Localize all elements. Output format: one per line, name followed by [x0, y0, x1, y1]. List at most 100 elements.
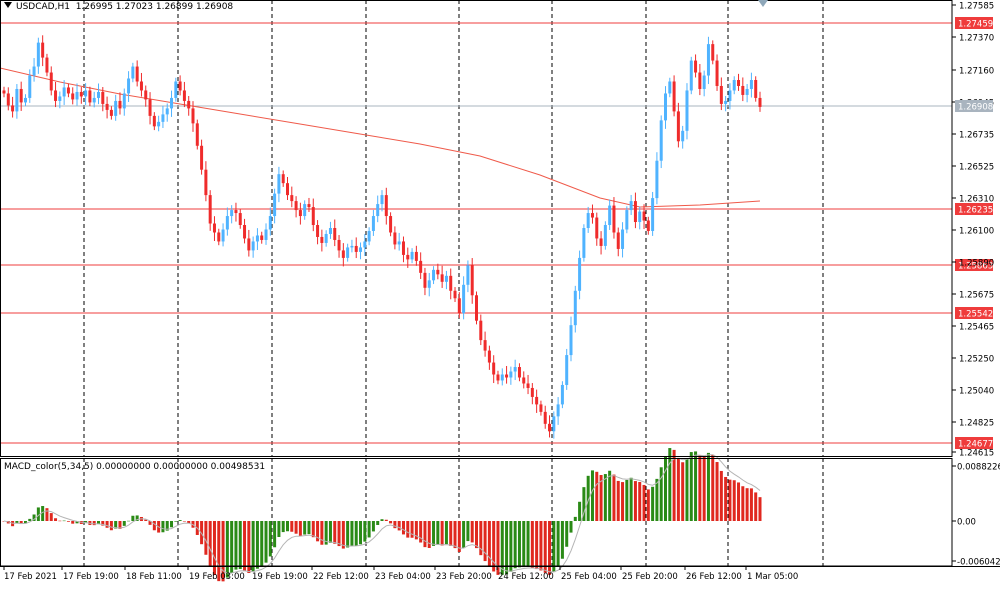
macd-bar: [694, 451, 698, 521]
macd-bar: [565, 521, 569, 547]
candle-body: [466, 265, 470, 285]
candle-body: [745, 88, 749, 95]
macd-bar: [500, 521, 504, 575]
candle-body: [54, 90, 58, 101]
time-tick-label: 1 Mar 05:00: [747, 572, 798, 582]
time-tick-label: 18 Feb 11:00: [126, 572, 182, 582]
candle-body: [243, 225, 247, 239]
current-price-label: 1.26908: [958, 103, 993, 113]
candle-body: [651, 198, 655, 231]
price-tick-label: 1.26100: [959, 227, 994, 237]
macd-bar: [200, 521, 204, 545]
candle-body: [444, 275, 448, 282]
macd-bar: [543, 521, 547, 573]
candle-body: [539, 404, 543, 412]
macd-bar: [221, 521, 225, 582]
candle-body: [569, 325, 573, 356]
macd-bar: [569, 521, 573, 533]
candle-body: [629, 201, 633, 211]
candle-body: [41, 42, 45, 58]
candle-body: [144, 90, 148, 100]
candle-body: [397, 241, 401, 245]
candle-body: [71, 93, 75, 100]
time-tick-label: 23 Feb 20:00: [436, 572, 492, 582]
candle-body: [436, 269, 440, 275]
candle-body: [148, 99, 152, 116]
macd-bar: [505, 521, 509, 575]
candle-body: [152, 115, 156, 127]
macd-bar: [337, 521, 341, 547]
macd-bar: [97, 521, 100, 524]
macd-bar: [539, 521, 543, 571]
time-tick-label: 23 Feb 04:00: [375, 572, 431, 582]
candle-body: [414, 251, 418, 261]
candle-body: [32, 66, 36, 76]
macd-bar: [432, 521, 436, 546]
ohlc-values: 1.26995 1.27023 1.26899 1.26908: [75, 2, 234, 12]
candle-body: [719, 85, 723, 104]
macd-bar: [462, 521, 466, 549]
price-tick-label: 1.24825: [959, 419, 994, 429]
macd-bar: [114, 521, 118, 529]
candle-body: [483, 340, 487, 351]
macd-bar: [384, 519, 388, 521]
vertical-grid: [83, 0, 824, 566]
candle-body: [513, 367, 517, 372]
level-label-bg: [955, 307, 993, 319]
macd-bar: [749, 488, 753, 521]
macd-bar: [316, 521, 320, 542]
macd-bar: [303, 521, 307, 535]
candle-body: [595, 217, 599, 239]
macd-bar: [277, 521, 281, 537]
candle-body: [114, 100, 118, 116]
macd-histogram: [2, 448, 762, 582]
candle-body: [97, 91, 100, 98]
macd-bar: [715, 462, 719, 521]
macd-bar: [397, 521, 401, 531]
price-tick-label: 1.25675: [959, 291, 994, 301]
macd-bar: [341, 521, 345, 549]
candle-body: [307, 204, 311, 208]
candle-body: [230, 210, 234, 217]
candle-body: [608, 205, 612, 226]
candle-body: [311, 207, 315, 226]
candle-body: [165, 108, 169, 115]
candle-body: [427, 280, 431, 288]
macd-bar: [646, 489, 650, 521]
price-axis: 1.27459 1.26235 1.25863 1.25542 1.24677 1.275…: [952, 2, 994, 459]
candle-body: [642, 211, 646, 221]
shift-marker-icon[interactable]: [758, 0, 768, 7]
candle-body: [294, 201, 298, 211]
macd-bar: [49, 513, 53, 521]
chevron-down-icon[interactable]: [4, 2, 12, 8]
candle-body: [599, 238, 603, 246]
candle-body: [655, 160, 659, 199]
macd-bar: [307, 521, 311, 535]
level-label: 1.24677: [958, 440, 993, 450]
macd-bar: [311, 521, 315, 538]
macd-tick-label: -0.006042: [957, 558, 1000, 568]
candle-body: [401, 241, 405, 255]
macd-bar: [45, 508, 49, 521]
macd-bar: [453, 521, 457, 549]
candle-body: [698, 72, 702, 89]
macd-bar: [719, 470, 723, 521]
macd-bar: [286, 521, 289, 532]
level-label-bg: [955, 17, 993, 29]
candle-body: [560, 384, 564, 405]
ma-line: [0, 67, 761, 208]
macd-bar: [599, 475, 603, 521]
candle-body: [58, 96, 62, 101]
macd-bar: [475, 521, 478, 549]
candle-body: [621, 229, 625, 249]
candle-body: [603, 225, 607, 246]
macd-bar: [294, 521, 298, 534]
macd-bar: [724, 476, 728, 521]
macd-tick-label: 0.0088226: [957, 463, 1000, 473]
price-tick-label: 1.27160: [959, 67, 994, 77]
macd-bar: [148, 521, 152, 525]
candle-body: [410, 251, 414, 260]
